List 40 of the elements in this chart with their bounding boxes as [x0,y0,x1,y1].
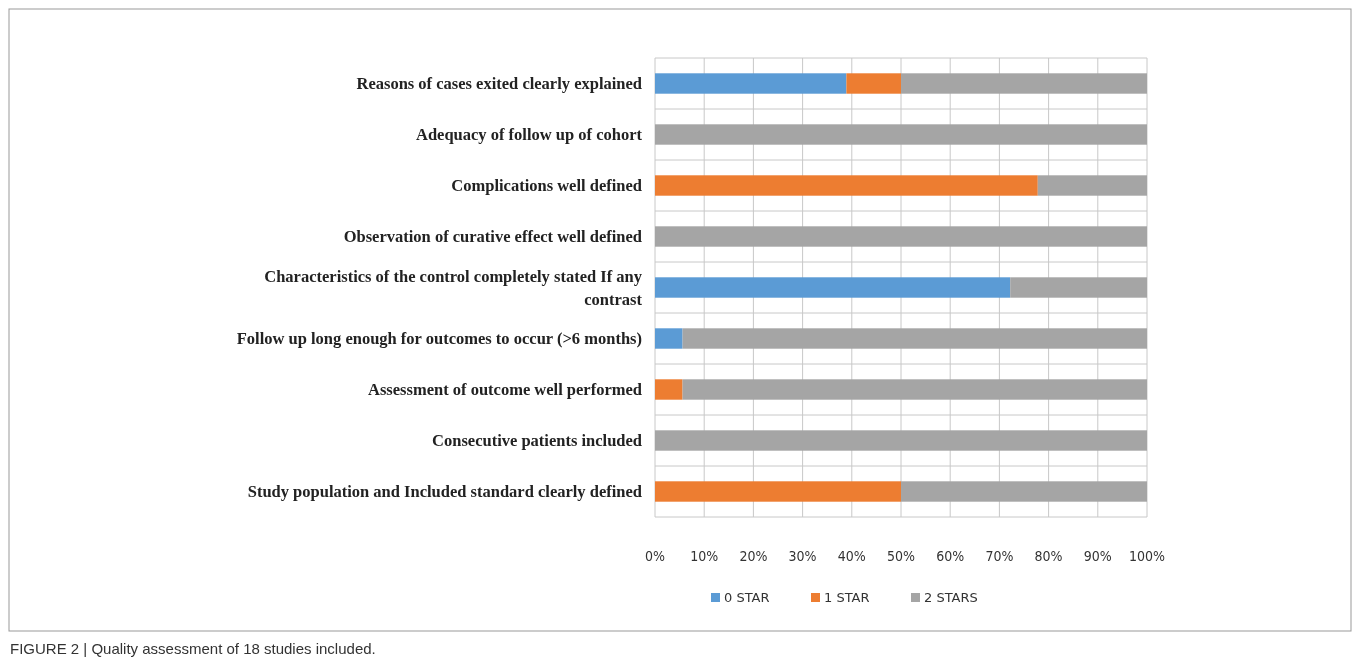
y-tick-label: Assessment of outcome well performed [367,380,642,400]
bar [655,430,1147,451]
bar [901,73,1147,94]
y-tick-label: Reasons of cases exited clearly explained [356,74,642,94]
x-tick-label: 0% [645,548,666,564]
bar [655,277,1011,298]
legend-label: 2 STARS [924,590,978,605]
bar [655,328,683,349]
x-tick-label: 30% [788,548,817,564]
bar [901,481,1147,502]
bar [655,175,1038,196]
bar [682,328,1147,349]
x-tick-label: 80% [1034,548,1063,564]
x-tick-label: 90% [1083,548,1112,564]
y-tick-label: Adequacy of follow up of cohort [416,125,643,145]
bar [682,379,1147,400]
bar [655,481,901,502]
y-tick-label: Follow up long enough for outcomes to occur (>6 months) [236,329,642,349]
bar [655,226,1147,247]
y-tick-label: Characteristics of the control completely stated If any contrast [264,267,643,309]
x-tick-label: 60% [936,548,965,564]
bar [655,73,847,94]
x-tick-label: 50% [887,548,916,564]
caption: FIGURE 2 | Quality assessment of 18 studies included. [10,640,376,657]
y-tick-label: Study population and Included standard clearly defined [247,482,642,502]
legend-label: 1 STAR [824,590,870,605]
x-tick-label: 10% [690,548,719,564]
y-tick-label: Observation of curative effect well defined [343,227,642,247]
y-tick-label: Complications well defined [451,176,642,196]
x-tick-label: 20% [739,548,768,564]
legend-label: 0 STAR [724,590,770,605]
bar [655,124,1147,145]
y-tick-label: Consecutive patients included [432,431,642,451]
x-tick-label: 70% [985,548,1014,564]
bar [655,379,683,400]
bar [1037,175,1147,196]
x-tick-label: 40% [837,548,866,564]
bar [1010,277,1147,298]
x-tick-label: 100% [1128,548,1166,564]
bar [846,73,901,94]
